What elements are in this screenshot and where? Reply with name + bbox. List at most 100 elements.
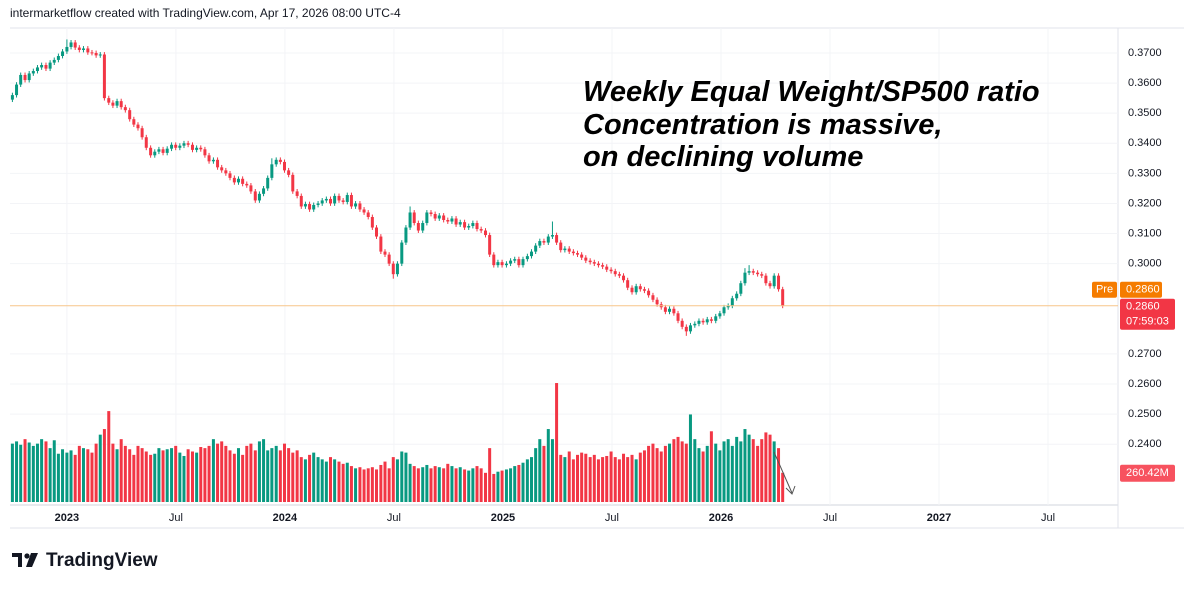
volume-bar: [592, 454, 596, 502]
candle-body: [542, 241, 546, 243]
candle-body: [647, 290, 651, 296]
volume-bar: [709, 431, 713, 502]
volume-bar: [488, 448, 492, 502]
candle-body: [651, 295, 655, 300]
volume-bar: [282, 443, 286, 502]
candle-body: [580, 254, 584, 258]
x-tick-label: 2024: [273, 512, 298, 524]
candle-body: [525, 256, 529, 260]
volume-bar: [199, 447, 203, 502]
candle-body: [174, 144, 178, 148]
volume-bar: [760, 439, 764, 502]
candle-body: [253, 191, 257, 201]
pre-tag-box: [1092, 281, 1117, 298]
candle-body: [366, 212, 370, 217]
x-tick-label: 2026: [709, 512, 733, 524]
candle-body: [257, 193, 261, 201]
candle-body: [10, 95, 14, 100]
volume-bar: [362, 469, 366, 502]
volume-bar: [320, 459, 324, 502]
volume-bar: [756, 445, 760, 502]
candle-body: [178, 145, 182, 148]
candle-body: [739, 283, 743, 294]
candle-body: [530, 251, 534, 257]
candle-body: [416, 223, 420, 231]
volume-bar: [77, 445, 81, 502]
candle-body: [442, 215, 446, 221]
logo-dot: [24, 553, 30, 559]
candle-body: [504, 263, 508, 266]
volume-bar: [747, 434, 751, 502]
candle-body: [479, 229, 483, 231]
grid: [10, 28, 1118, 505]
candle-body: [341, 200, 345, 202]
candle-body: [756, 272, 760, 275]
volume-bar: [23, 439, 27, 502]
volume-bar: [203, 448, 207, 502]
volume-bar: [433, 466, 437, 502]
volume-bar: [278, 450, 282, 502]
candle-body: [747, 271, 751, 273]
candle-body: [207, 155, 211, 162]
candle-body: [571, 251, 575, 254]
candle-body: [534, 245, 538, 252]
candle-body: [517, 259, 521, 266]
candle-body: [722, 307, 726, 314]
x-tick-label: Jul: [1041, 512, 1055, 524]
volume-bar: [463, 469, 467, 502]
volume-bar: [450, 466, 454, 502]
volume-bar: [609, 451, 613, 502]
candle-body: [688, 325, 692, 332]
candle-body: [362, 209, 366, 213]
volume-bar: [630, 454, 634, 502]
volume-bar: [479, 468, 483, 502]
volume-bar: [584, 453, 588, 502]
volume-bar: [563, 457, 567, 502]
volume-bar: [387, 468, 391, 502]
volume-bar: [555, 383, 559, 502]
candle-body: [94, 52, 98, 56]
volume-bar: [697, 448, 701, 502]
candle-body: [768, 283, 772, 287]
candle-body: [509, 260, 513, 264]
candle-body: [500, 262, 504, 266]
volume-bar: [253, 450, 257, 502]
candle-body: [454, 218, 458, 225]
candle-body: [236, 178, 240, 183]
candle-body: [211, 159, 215, 162]
volume-bar: [642, 450, 646, 502]
volume-bar: [157, 448, 161, 502]
candle-body: [266, 177, 270, 189]
volume-bar: [31, 445, 35, 502]
volume-bar: [333, 459, 337, 502]
candle-body: [596, 263, 600, 266]
volume-bar: [429, 468, 433, 502]
volume-bar: [15, 441, 19, 502]
candle-body: [391, 263, 395, 275]
candle-body: [102, 54, 106, 99]
volume-bar: [358, 467, 362, 502]
volume-bar: [383, 461, 387, 502]
candle-body: [701, 320, 705, 323]
volume-bar: [601, 457, 605, 502]
candle-body: [140, 128, 144, 138]
volume-bar: [705, 445, 709, 502]
volume-bar: [521, 462, 525, 502]
volume-bar: [165, 449, 169, 502]
candle-body: [718, 313, 722, 317]
candle-body: [107, 98, 111, 103]
volume-bar: [245, 445, 249, 502]
candle-body: [358, 203, 362, 210]
candle-body: [149, 147, 153, 156]
candle-body: [655, 299, 659, 305]
y-tick-label: 0.2700: [1128, 348, 1162, 360]
y-tick-label: 0.3100: [1128, 227, 1162, 239]
volume-bar: [421, 467, 425, 502]
volume-bar: [295, 450, 299, 502]
candle-body: [777, 275, 781, 290]
volume-bar: [132, 454, 136, 502]
volume-bar: [216, 443, 220, 502]
volume-bar: [416, 468, 420, 502]
volume-bar: [128, 449, 132, 502]
volume-bar: [291, 452, 295, 502]
